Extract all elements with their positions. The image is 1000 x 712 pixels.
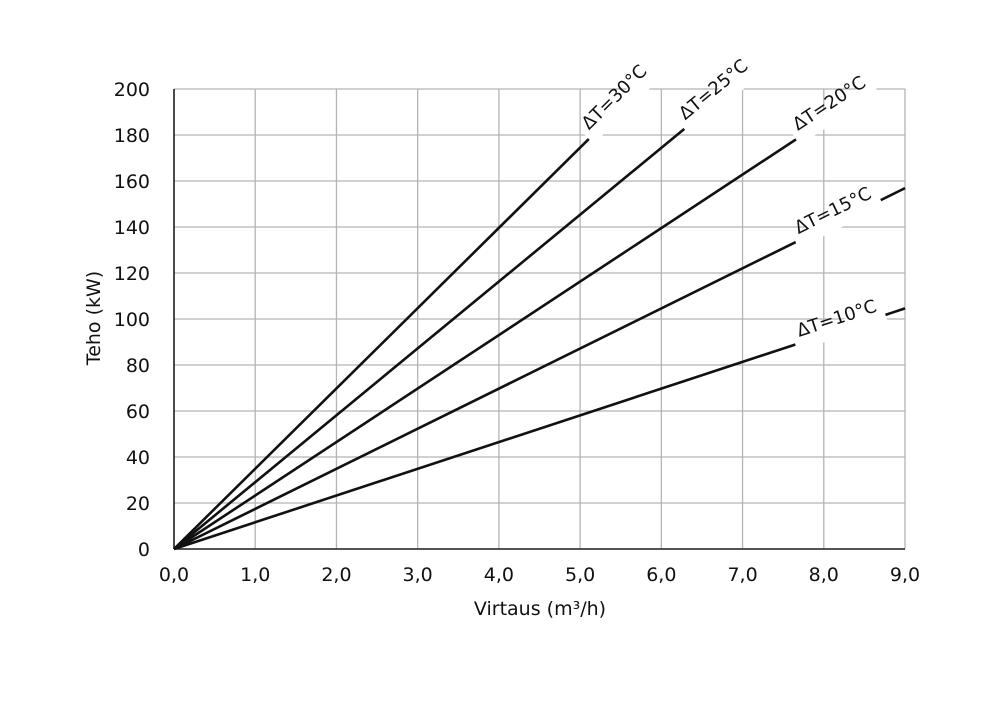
tick-labels: 0,0 1,0 2,0 3,0 4,0 5,0 6,0 7,0 8,0 9,0 0 20 40 60 80 1… xyxy=(114,79,920,586)
series-label-gap xyxy=(792,306,888,352)
x-tick-label: 1,0 xyxy=(240,564,270,586)
series-line xyxy=(173,88,641,550)
series-line xyxy=(173,87,874,551)
series-lines xyxy=(173,87,906,551)
y-tick-label: 60 xyxy=(126,401,150,423)
series-label-gap xyxy=(791,192,884,249)
y-tick-label: 100 xyxy=(114,309,150,331)
x-axis-title: Virtaus (m³/h) xyxy=(474,598,606,620)
x-tick-label: 2,0 xyxy=(321,564,351,586)
y-tick-label: 20 xyxy=(126,493,150,515)
series-label-gap xyxy=(582,65,662,144)
y-tick-label: 200 xyxy=(114,79,150,101)
grid xyxy=(173,88,906,550)
y-tick-label: 80 xyxy=(126,355,150,377)
x-tick-label: 7,0 xyxy=(727,564,757,586)
y-tick-label: 180 xyxy=(114,125,150,147)
series-label-gap xyxy=(678,61,763,135)
x-tick-label: 0,0 xyxy=(159,564,189,586)
x-tick-label: 9,0 xyxy=(890,564,920,586)
series-line xyxy=(173,307,906,551)
series-label-gap xyxy=(791,79,880,146)
y-tick-label: 140 xyxy=(114,217,150,239)
y-tick-label: 120 xyxy=(114,263,150,285)
series-line xyxy=(173,186,906,551)
x-tick-label: 8,0 xyxy=(809,564,839,586)
x-tick-label: 4,0 xyxy=(484,564,514,586)
series-line xyxy=(173,87,734,551)
y-tick-label: 40 xyxy=(126,447,150,469)
x-tick-label: 6,0 xyxy=(646,564,676,586)
y-axis-title: Teho (kW) xyxy=(83,271,105,366)
x-tick-label: 5,0 xyxy=(565,564,595,586)
y-tick-label: 0 xyxy=(138,539,150,561)
y-tick-label: 160 xyxy=(114,171,150,193)
x-tick-label: 3,0 xyxy=(403,564,433,586)
